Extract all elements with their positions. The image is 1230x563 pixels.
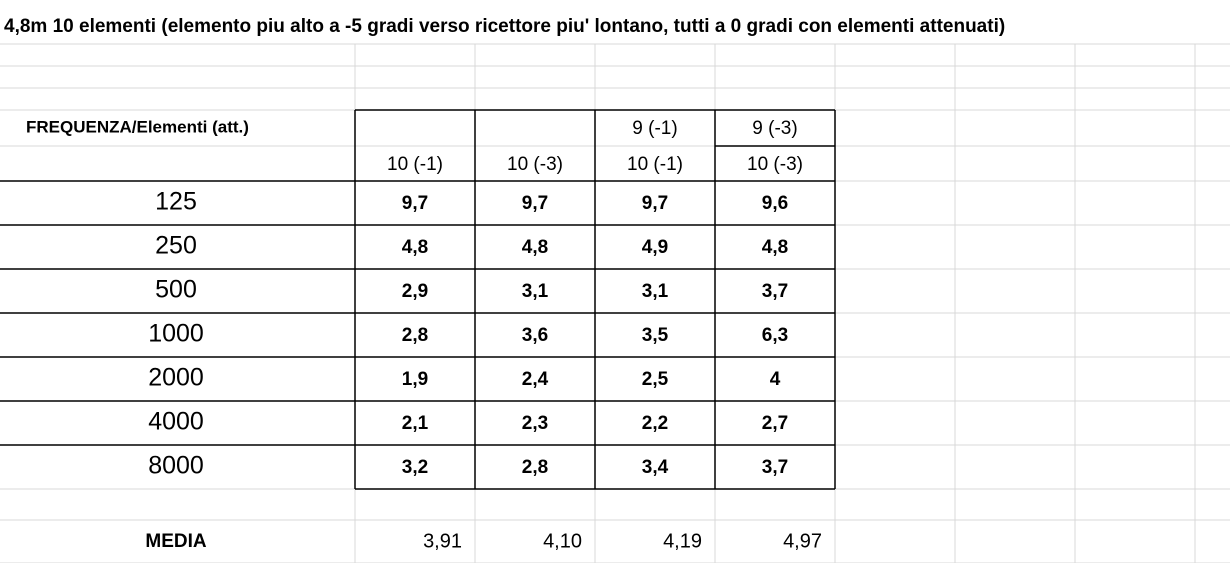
cell-value: 4,8	[522, 237, 548, 258]
cell-value: 2,7	[762, 413, 788, 434]
cell-value: 3,2	[402, 457, 428, 478]
cell-value: 9,7	[642, 193, 668, 214]
cell-value: 3,6	[522, 325, 548, 346]
average-value: 4,10	[543, 530, 582, 552]
cell-value: 1,9	[402, 369, 428, 390]
frequency-label: 500	[155, 276, 197, 304]
cell-value: 4	[770, 369, 781, 390]
cell-value: 3,4	[642, 457, 669, 478]
cell-value: 3,1	[522, 281, 549, 302]
frequency-label: 1000	[148, 320, 204, 348]
average-value: 4,19	[663, 530, 702, 552]
cell-value: 9,7	[402, 193, 428, 214]
cell-value: 9,6	[762, 193, 788, 214]
frequency-label: 250	[155, 232, 197, 260]
average-value: 3,91	[423, 530, 462, 552]
cell-value: 3,5	[642, 325, 669, 346]
cell-value: 3,7	[762, 281, 788, 302]
frequency-label: 8000	[148, 452, 204, 480]
cell-value: 2,5	[642, 369, 669, 390]
cell-value: 4,9	[642, 237, 668, 258]
cell-value: 9,7	[522, 193, 548, 214]
cell-value: 4,8	[402, 237, 428, 258]
column-header-top: 9 (-3)	[752, 118, 797, 139]
column-header-top: 9 (-1)	[632, 118, 677, 139]
cell-value: 6,3	[762, 325, 788, 346]
cell-value: 2,9	[402, 281, 428, 302]
frequency-label: 2000	[148, 364, 204, 392]
cell-value: 3,7	[762, 457, 788, 478]
cell-value: 2,1	[402, 413, 429, 434]
sheet-title: 4,8m 10 elementi (elemento piu alto a -5…	[4, 16, 1005, 37]
cell-value: 4,8	[762, 237, 788, 258]
column-header: 10 (-3)	[507, 154, 563, 175]
corner-header: FREQUENZA/Elementi (att.)	[26, 117, 249, 136]
frequency-label: 125	[155, 188, 197, 216]
cell-value: 2,4	[522, 369, 549, 390]
frequency-label: 4000	[148, 408, 204, 436]
average-value: 4,97	[783, 530, 822, 552]
cell-value: 2,2	[642, 413, 668, 434]
cell-value: 2,8	[522, 457, 548, 478]
column-header: 10 (-1)	[387, 154, 443, 175]
average-label: MEDIA	[145, 531, 207, 552]
column-header: 10 (-3)	[747, 154, 803, 175]
cell-value: 2,3	[522, 413, 548, 434]
cell-value: 3,1	[642, 281, 669, 302]
cell-value: 2,8	[402, 325, 428, 346]
column-header: 10 (-1)	[627, 154, 683, 175]
